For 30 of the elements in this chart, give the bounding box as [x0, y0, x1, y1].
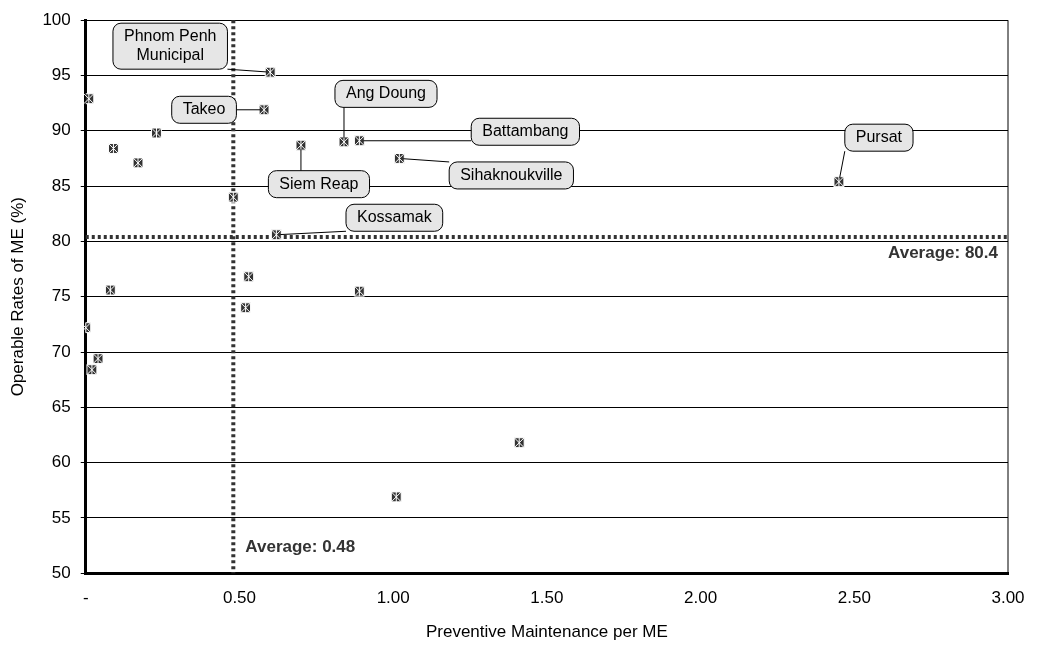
x-tick-label: 0.50: [222, 588, 257, 608]
annotation: Kossamak: [357, 208, 433, 226]
ref-line-label: Average: 0.48: [245, 536, 356, 556]
ref-line-label: Average: 80.4: [888, 243, 999, 263]
y-tick-label: 65: [51, 396, 71, 416]
y-tick-label: 55: [51, 507, 71, 527]
x-tick-label: 1.00: [376, 588, 410, 608]
y-tick-label: 100: [42, 9, 71, 29]
y-tick-label: 95: [51, 65, 71, 85]
y-tick-label: 70: [51, 341, 71, 361]
y-tick-label: 60: [51, 452, 71, 472]
annotation: Siem Reap: [279, 174, 359, 192]
annotation: Takeo: [182, 100, 226, 118]
annotation: Ang Doung: [345, 84, 427, 102]
annotation: Sihaknoukville: [460, 165, 563, 183]
x-tick-label: 1.50: [530, 588, 564, 608]
y-tick-label: 80: [51, 231, 71, 251]
x-tick-label: 2.00: [684, 588, 718, 608]
x-axis-title: Preventive Maintenance per ME: [425, 622, 668, 642]
y-tick-label: 75: [51, 286, 71, 306]
y-tick-label: 50: [51, 562, 71, 582]
x-tick-label: 3.00: [991, 588, 1025, 608]
annotation: Phnom Penh Municipal: [123, 27, 217, 64]
y-tick-label: 90: [51, 120, 71, 140]
x-tick-label: -: [82, 588, 89, 608]
x-tick-label: 2.50: [837, 588, 871, 608]
y-axis-title: Operable Rates of ME (%): [7, 197, 27, 397]
annotation: Battambang: [482, 122, 569, 140]
annotation: Pursat: [855, 128, 903, 146]
y-tick-label: 85: [51, 175, 71, 195]
